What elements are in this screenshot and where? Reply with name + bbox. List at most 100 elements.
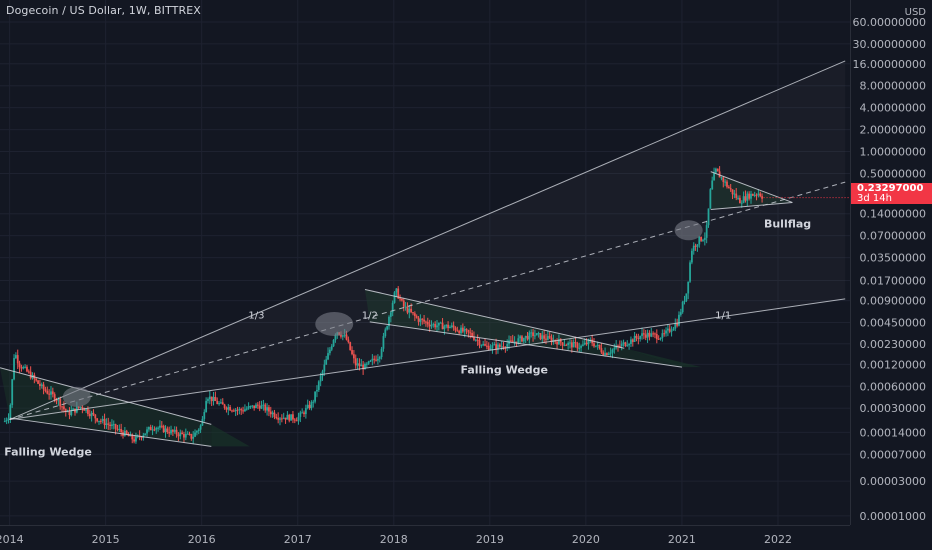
candle-body (186, 433, 189, 435)
candle-body (238, 409, 241, 411)
candle-body (120, 429, 123, 433)
annotation-label: 1/3 (248, 311, 264, 322)
candle-body (447, 324, 449, 329)
candle-body (715, 168, 717, 173)
candle-body (652, 333, 655, 335)
candle-body (157, 427, 160, 429)
candle-body (295, 420, 298, 422)
candle-body (279, 418, 281, 420)
candle-body (665, 330, 667, 334)
candle-body (98, 420, 100, 422)
candle-body (753, 194, 756, 196)
annotation-label: 1/1 (715, 311, 731, 322)
candle-body (314, 391, 317, 402)
candle-body (109, 424, 111, 426)
candle-body (208, 396, 211, 400)
candle-body (515, 341, 518, 344)
candle-body (99, 420, 102, 422)
candle-body (541, 335, 544, 340)
trendline-2 (9, 181, 846, 421)
candle-body (485, 345, 488, 347)
candle-body (308, 404, 311, 409)
candle-body (609, 352, 612, 354)
candle-body (498, 344, 501, 347)
candle-body (445, 324, 448, 327)
candle-body (48, 393, 51, 395)
candle-body (607, 353, 610, 356)
candle-body (81, 406, 84, 409)
candle-body (166, 428, 169, 433)
candle-body (655, 333, 658, 339)
candle-body (674, 323, 677, 329)
candle-body (299, 412, 302, 417)
candle-body (351, 350, 353, 355)
price-axis[interactable]: 60.00000000 30.00000000 16.00000000 8.00000… (850, 0, 932, 550)
candle-body (659, 338, 662, 340)
x-tick-label: 2017 (284, 533, 312, 546)
candle-body (692, 245, 695, 251)
y-tick-label: 60.00000000 (853, 16, 926, 29)
candle-body (44, 389, 47, 391)
y-tick-label: 4.00000000 (860, 102, 926, 115)
candle-body (195, 431, 198, 433)
candle-body (216, 400, 219, 404)
candle-body (20, 367, 23, 369)
candle-body (347, 339, 350, 343)
candle-body (465, 328, 468, 331)
candle-body (497, 344, 499, 350)
candle-body (286, 414, 289, 420)
candle-body (282, 417, 285, 419)
candle-body (397, 288, 400, 299)
candle-body (168, 432, 171, 434)
candle-body (495, 344, 498, 350)
candle-body (526, 335, 529, 340)
candle-body (580, 345, 582, 348)
candle-body (269, 411, 272, 415)
candle-body (711, 180, 714, 190)
candle-body (125, 430, 128, 435)
candle-body (615, 345, 618, 349)
candle-body (631, 339, 634, 343)
candle-body (419, 318, 422, 322)
candle-body (506, 344, 509, 348)
candle-body (244, 409, 246, 412)
candle-body (218, 403, 220, 405)
candle-body (303, 412, 305, 415)
candle-body (726, 181, 728, 187)
candle-body (59, 398, 62, 407)
candle-body (247, 406, 250, 409)
candle-body (430, 325, 433, 327)
candle-body (66, 411, 69, 413)
candle-body (473, 336, 475, 340)
trendline-1 (9, 60, 846, 420)
candle-body (236, 409, 239, 411)
candle-body (220, 402, 222, 404)
candle-body (375, 359, 377, 361)
candle-body (367, 361, 370, 364)
candle-body (188, 433, 191, 435)
y-tick-label: 8.00000000 (860, 80, 926, 93)
candle-body (306, 404, 309, 409)
candle-body (280, 418, 283, 420)
candle-body (18, 363, 21, 368)
x-tick-label: 2014 (0, 533, 24, 546)
candle-body (644, 334, 647, 338)
candle-body (72, 408, 75, 411)
candle-body (463, 328, 466, 332)
candle-body (356, 363, 359, 366)
candle-body (757, 193, 760, 196)
candle-body (292, 414, 294, 420)
candle-body (214, 396, 217, 401)
candle-body (417, 317, 420, 322)
candle-body (107, 423, 110, 425)
symbol-title: Dogecoin / US Dollar, 1W, BITTREX (6, 4, 201, 17)
wedge-fills (0, 60, 846, 447)
candle-body (537, 333, 540, 335)
candle-body (511, 340, 514, 342)
candle-body (393, 292, 396, 303)
wedge-tail-2 (624, 348, 702, 368)
time-axis[interactable]: 2014 2015 2016 2017 2018 2019 2020 2021 2022 (0, 525, 932, 550)
candle-body (29, 371, 32, 379)
wedge-fill-2 (364, 289, 682, 368)
